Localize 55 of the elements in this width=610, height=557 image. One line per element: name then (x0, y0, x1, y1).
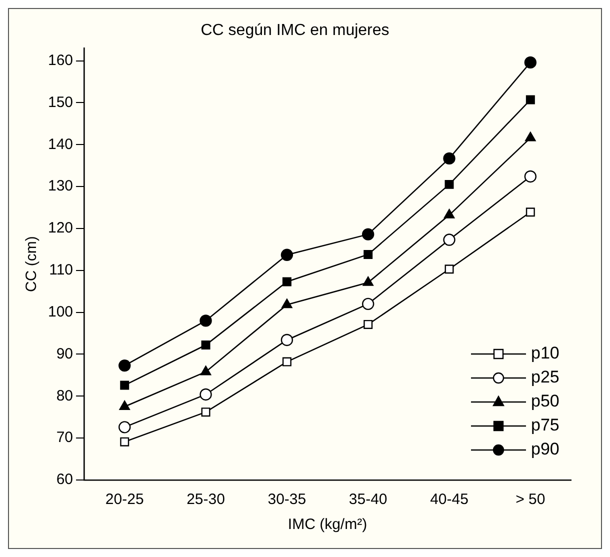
point (362, 276, 374, 286)
point (524, 170, 537, 183)
point (526, 95, 535, 104)
x-tick-label: 35-40 (348, 491, 388, 508)
y-tick-label: 130 (48, 178, 74, 195)
legend-label: p25 (531, 368, 560, 387)
point (200, 314, 212, 327)
chart-title: CC según IMC en mujeres (200, 22, 390, 40)
y-axis-title: CC (cm) (23, 236, 40, 292)
y-tick-label: 80 (56, 387, 74, 404)
point (444, 180, 454, 189)
legend-label: p50 (531, 392, 560, 411)
y-tick-label: 140 (48, 136, 74, 153)
x-axis-title: IMC (kg/m²) (288, 516, 368, 534)
point (444, 264, 454, 274)
point (443, 152, 456, 165)
point (524, 56, 537, 69)
point (200, 366, 212, 376)
legend-label: p90 (531, 440, 560, 459)
y-tick-label: 100 (48, 303, 74, 320)
point (120, 437, 130, 446)
point (525, 132, 536, 142)
x-tick-label: 30-35 (268, 491, 306, 508)
point (364, 250, 373, 259)
point (118, 421, 131, 434)
y-tick-label: 110 (49, 262, 74, 279)
point (526, 208, 535, 217)
point (362, 228, 374, 240)
legend-label: p75 (531, 416, 560, 435)
point (280, 248, 294, 261)
legend-label: p10 (531, 344, 560, 363)
x-tick-label: 20-25 (105, 491, 144, 508)
point (120, 380, 130, 390)
y-tick-label: 60 (56, 471, 74, 488)
point (362, 298, 374, 310)
point (282, 277, 292, 286)
y-tick-label: 160 (48, 52, 74, 69)
point (282, 357, 292, 366)
y-tick-label: 120 (48, 220, 74, 237)
point (280, 334, 294, 346)
point (201, 408, 210, 417)
y-tick-label: 150 (48, 94, 74, 111)
point (443, 234, 456, 246)
x-tick-label: > 50 (516, 491, 546, 508)
point (282, 298, 292, 308)
point (200, 388, 212, 401)
x-tick-label: 25-30 (186, 491, 225, 508)
point (444, 208, 455, 218)
y-tick-label: 70 (56, 429, 74, 446)
point (118, 359, 131, 372)
point (364, 320, 373, 329)
point (119, 400, 130, 410)
y-tick-label: 90 (56, 345, 74, 362)
x-tick-label: 40-45 (430, 491, 468, 508)
point (201, 340, 210, 350)
